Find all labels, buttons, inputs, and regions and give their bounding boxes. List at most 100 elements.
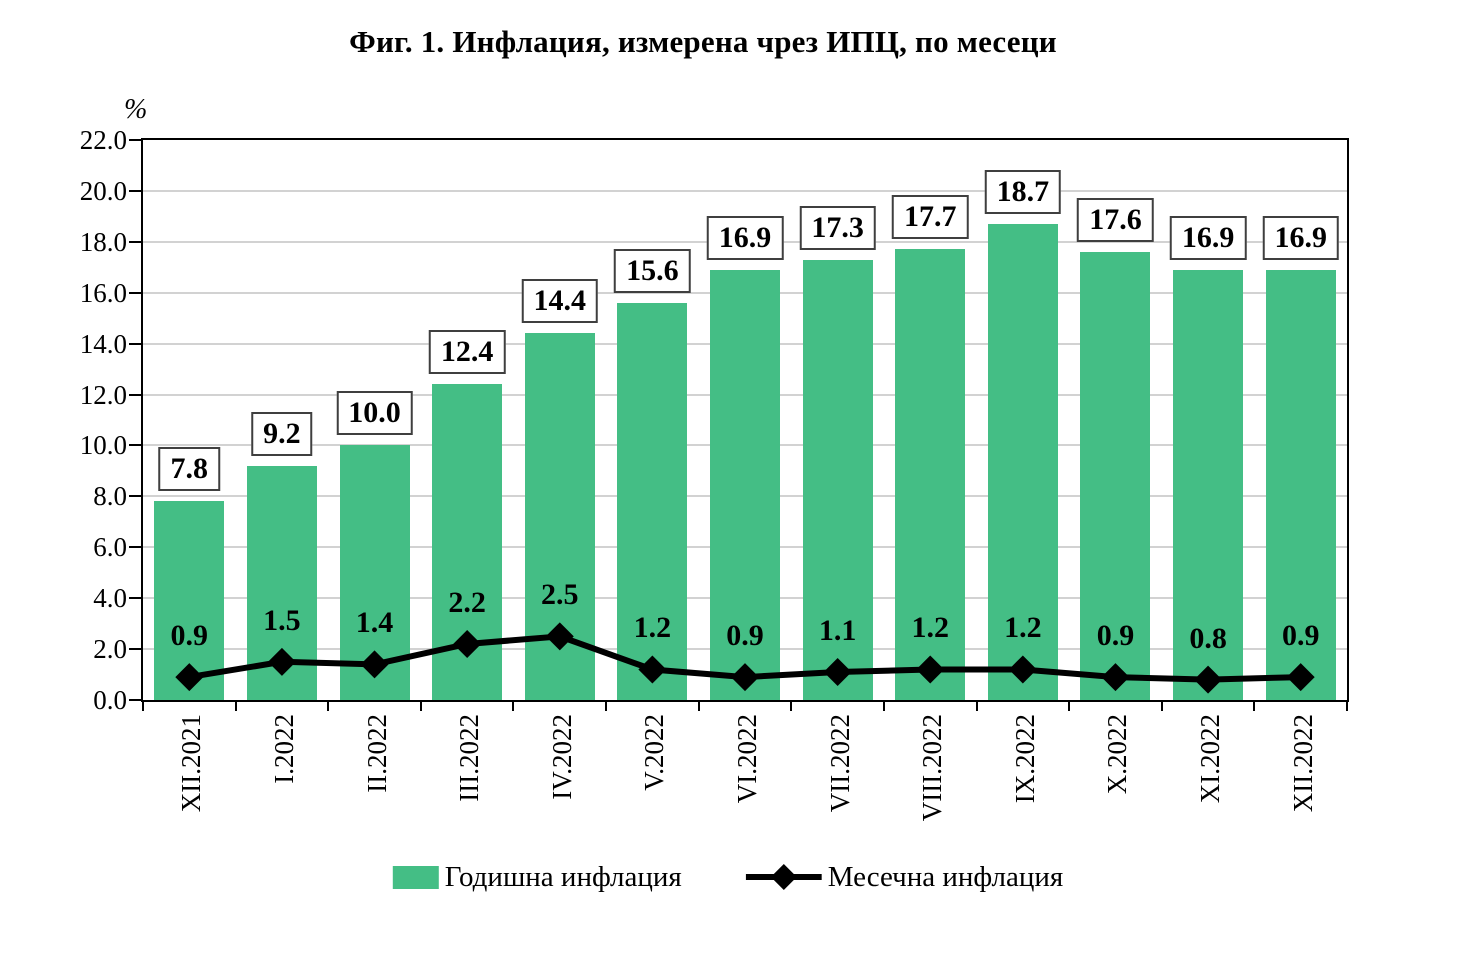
y-axis-label: 4.0 [93, 583, 127, 614]
x-axis-label: II.2022 [361, 714, 392, 793]
x-axis-tick [142, 702, 144, 711]
line-marker-diamond [638, 655, 667, 684]
bar [617, 302, 688, 700]
y-axis-tick [129, 240, 141, 243]
x-axis-label: VI.2022 [732, 714, 762, 804]
legend-label-annual: Годишна инфлация [444, 861, 682, 893]
plot-area: 7.8 9.2 10.0 12.4 14.4 15.6 16.9 17.3 17.7 18.7 17… [141, 138, 1349, 702]
line-marker-diamond [360, 650, 389, 679]
line-marker-diamond [1194, 665, 1223, 694]
y-axis-tick [129, 291, 141, 294]
x-axis-tick [975, 702, 978, 711]
y-axis-label: 12.0 [79, 379, 127, 410]
y-axis-label: 0.0 [93, 685, 127, 715]
x-axis-label: VIII.2022 [917, 714, 948, 822]
line-marker-diamond [453, 630, 482, 658]
y-axis-tick [129, 648, 141, 651]
x-axis-tick [1068, 702, 1071, 711]
gridline [143, 189, 1347, 192]
y-axis-label: 8.0 [93, 481, 127, 512]
bar-value-label: 10.0 [336, 391, 413, 436]
bar-value-label: 18.7 [984, 170, 1062, 214]
bar [1265, 269, 1336, 700]
x-axis-label: IV.2022 [546, 714, 577, 800]
bar-value-label: 16.9 [1262, 215, 1339, 260]
legend-label-monthly: Месечна инфлация [827, 861, 1064, 893]
line-value-label: 1.2 [1004, 611, 1042, 645]
x-axis-tick [697, 702, 700, 711]
bar-value-label: 17.6 [1077, 198, 1154, 242]
y-axis-tick [129, 189, 141, 192]
y-axis-unit-label: % [124, 94, 148, 125]
x-axis-label: VII.2022 [824, 714, 855, 813]
line-marker-diamond [267, 647, 296, 676]
bar-value-label: 9.2 [251, 411, 313, 456]
bar-series-swatch-icon [392, 865, 439, 889]
line-marker-diamond [175, 663, 204, 692]
x-axis-tick [882, 702, 885, 711]
x-axis-tick [790, 702, 793, 711]
y-axis-tick [129, 495, 141, 498]
line-value-label: 0.9 [170, 619, 209, 653]
bar [1080, 252, 1151, 700]
x-axis-label: III.2022 [454, 714, 485, 802]
bar-value-label: 15.6 [614, 248, 691, 293]
line-value-label: 0.9 [726, 619, 764, 653]
x-axis-label: V.2022 [639, 714, 670, 791]
line-marker-diamond [1101, 663, 1130, 692]
bar [895, 249, 966, 700]
line-value-label: 1.4 [355, 606, 394, 640]
line-value-label: 0.8 [1189, 621, 1227, 655]
y-axis-label: 14.0 [79, 328, 127, 359]
line-marker-diamond [823, 658, 852, 686]
line-value-label: 1.2 [633, 611, 672, 645]
legend-item-monthly: Месечна инфлация [745, 860, 1064, 894]
line-marker-diamond [1286, 663, 1315, 692]
x-axis-tick [234, 702, 237, 711]
line-value-label: 0.9 [1096, 619, 1135, 653]
chart-title: Фиг. 1. Инфлация, измерена чрез ИПЦ, по … [349, 24, 1057, 59]
x-axis-tick [605, 702, 608, 711]
bar [987, 224, 1058, 700]
y-axis-label: 20.0 [79, 175, 127, 206]
y-axis-tick [129, 393, 141, 396]
x-axis-tick [1160, 702, 1163, 711]
x-axis-label: X.2022 [1102, 714, 1133, 795]
line-value-label: 2.2 [448, 586, 486, 619]
bar [802, 259, 873, 700]
bar-value-label: 17.7 [891, 195, 969, 240]
legend: Годишна инфлация Месечна инфлация [392, 860, 1064, 894]
line-marker-diamond [916, 655, 945, 684]
x-axis-tick [419, 702, 422, 711]
x-axis-tick [1346, 702, 1348, 711]
y-axis-tick [129, 444, 141, 447]
x-axis-tick [512, 702, 515, 711]
bar-value-label: 16.9 [1169, 215, 1247, 260]
line-value-label: 1.5 [263, 603, 301, 637]
y-axis-label: 10.0 [79, 430, 127, 461]
y-axis-label: 18.0 [79, 226, 127, 257]
y-axis-label: 22.0 [79, 125, 127, 155]
legend-item-annual: Годишна инфлация [392, 860, 682, 894]
line-value-label: 0.9 [1281, 619, 1320, 653]
y-axis-label: 6.0 [93, 532, 127, 563]
y-axis-tick [129, 597, 141, 600]
x-axis-label: XII.2022 [1287, 714, 1318, 813]
y-axis-tick [129, 546, 141, 549]
y-axis-label: 16.0 [79, 277, 127, 308]
x-axis-label: I.2022 [268, 714, 299, 784]
line-value-label: 2.5 [541, 578, 579, 612]
y-axis-tick [129, 699, 141, 701]
bar-value-label: 16.9 [706, 215, 784, 260]
x-axis-label: XI.2022 [1195, 714, 1226, 804]
x-axis-tick [327, 702, 330, 711]
y-axis-tick [129, 342, 141, 345]
bar [710, 269, 780, 700]
bar [1173, 269, 1244, 700]
line-marker-diamond [731, 663, 759, 692]
x-axis-label: XII.2021 [176, 714, 207, 813]
line-marker-diamond [545, 622, 574, 651]
bar-value-label: 12.4 [428, 330, 506, 375]
monthly-inflation-line [175, 622, 1315, 694]
